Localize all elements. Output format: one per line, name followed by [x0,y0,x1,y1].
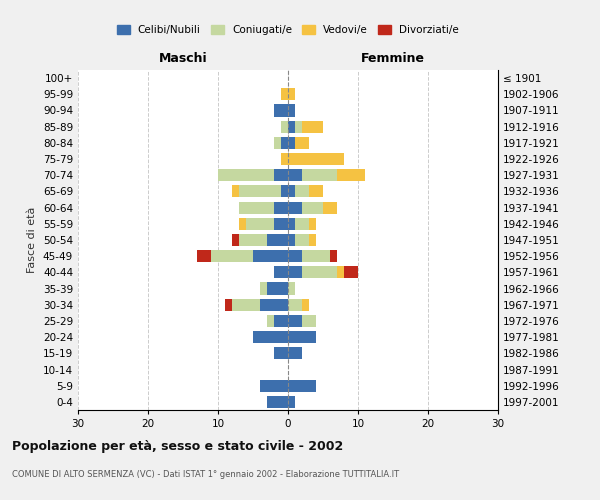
Bar [211,250,253,262]
Bar [281,137,288,149]
Bar [274,315,288,327]
Bar [253,250,288,262]
Bar [267,396,288,408]
Bar [288,137,295,149]
Bar [288,88,295,101]
Bar [288,104,295,117]
Bar [274,348,288,360]
Bar [330,250,337,262]
Bar [232,186,239,198]
Bar [295,186,309,198]
Bar [281,120,288,132]
Bar [267,282,288,294]
Bar [302,315,316,327]
Bar [197,250,211,262]
Text: Maschi: Maschi [158,52,208,65]
Bar [288,202,302,213]
Bar [281,186,288,198]
Bar [274,266,288,278]
Bar [295,137,309,149]
Bar [281,153,288,165]
Bar [302,266,337,278]
Bar [246,218,274,230]
Bar [232,298,260,311]
Bar [274,169,288,181]
Bar [225,298,232,311]
Bar [260,298,288,311]
Text: Popolazione per età, sesso e stato civile - 2002: Popolazione per età, sesso e stato civil… [12,440,343,453]
Bar [309,186,323,198]
Bar [260,380,288,392]
Bar [288,298,302,311]
Bar [337,266,344,278]
Bar [281,88,288,101]
Bar [288,153,344,165]
Bar [288,348,302,360]
Bar [288,266,302,278]
Bar [295,234,309,246]
Bar [302,120,323,132]
Bar [309,234,316,246]
Bar [288,250,302,262]
Bar [302,298,309,311]
Bar [267,234,288,246]
Bar [295,218,309,230]
Bar [288,380,316,392]
Bar [288,234,295,246]
Bar [288,282,295,294]
Bar [239,218,246,230]
Bar [288,218,295,230]
Bar [260,282,267,294]
Text: COMUNE DI ALTO SERMENZA (VC) - Dati ISTAT 1° gennaio 2002 - Elaborazione TUTTITA: COMUNE DI ALTO SERMENZA (VC) - Dati ISTA… [12,470,399,479]
Bar [344,266,358,278]
Bar [274,202,288,213]
Bar [239,202,274,213]
Bar [218,169,274,181]
Bar [239,234,267,246]
Bar [253,331,288,343]
Bar [302,169,337,181]
Bar [288,315,302,327]
Bar [288,331,316,343]
Bar [239,186,281,198]
Y-axis label: Fasce di età: Fasce di età [28,207,37,273]
Bar [323,202,337,213]
Text: Femmine: Femmine [361,52,425,65]
Bar [309,218,316,230]
Bar [302,250,330,262]
Bar [288,120,295,132]
Bar [232,234,239,246]
Legend: Celibi/Nubili, Coniugati/e, Vedovi/e, Divorziati/e: Celibi/Nubili, Coniugati/e, Vedovi/e, Di… [113,21,463,39]
Bar [274,218,288,230]
Bar [267,315,274,327]
Bar [288,186,295,198]
Bar [302,202,323,213]
Bar [274,104,288,117]
Bar [337,169,365,181]
Bar [274,137,281,149]
Bar [295,120,302,132]
Bar [288,396,295,408]
Bar [288,169,302,181]
